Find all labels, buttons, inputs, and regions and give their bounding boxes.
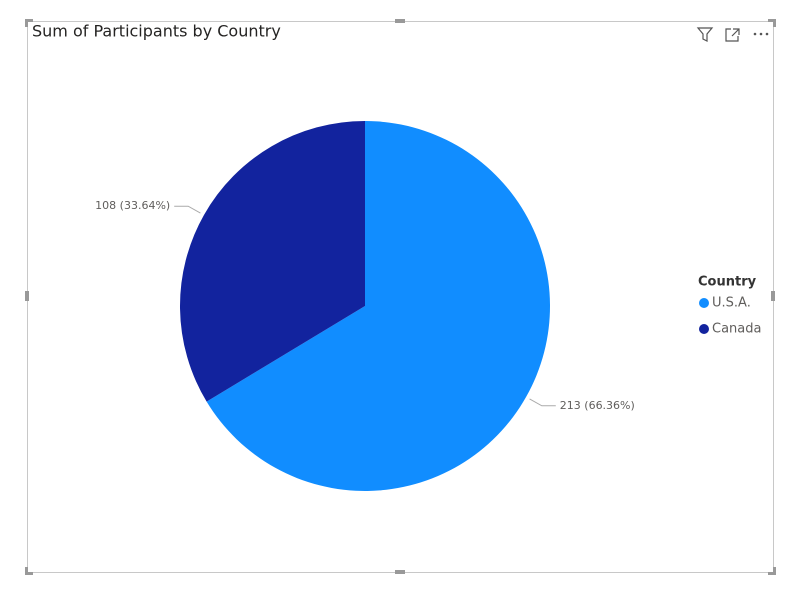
data-label: 213 (66.36%) — [560, 399, 635, 412]
legend-marker — [699, 298, 709, 308]
pie-slice — [206, 121, 550, 491]
filter-icon[interactable] — [696, 27, 714, 42]
focus-mode-icon[interactable] — [725, 28, 740, 42]
leader-line — [174, 205, 201, 214]
legend-label: Canada — [712, 322, 761, 337]
resize-handles — [25, 19, 776, 575]
pie-slice — [179, 121, 365, 402]
legend-title: Country — [698, 275, 757, 290]
more-options-icon[interactable] — [753, 32, 769, 36]
legend-label: U.S.A. — [712, 296, 751, 311]
leader-line — [529, 398, 556, 407]
chart-title: Sum of Participants by Country — [32, 22, 281, 41]
legend-marker — [699, 324, 709, 334]
data-label: 108 (33.64%) — [95, 199, 170, 212]
